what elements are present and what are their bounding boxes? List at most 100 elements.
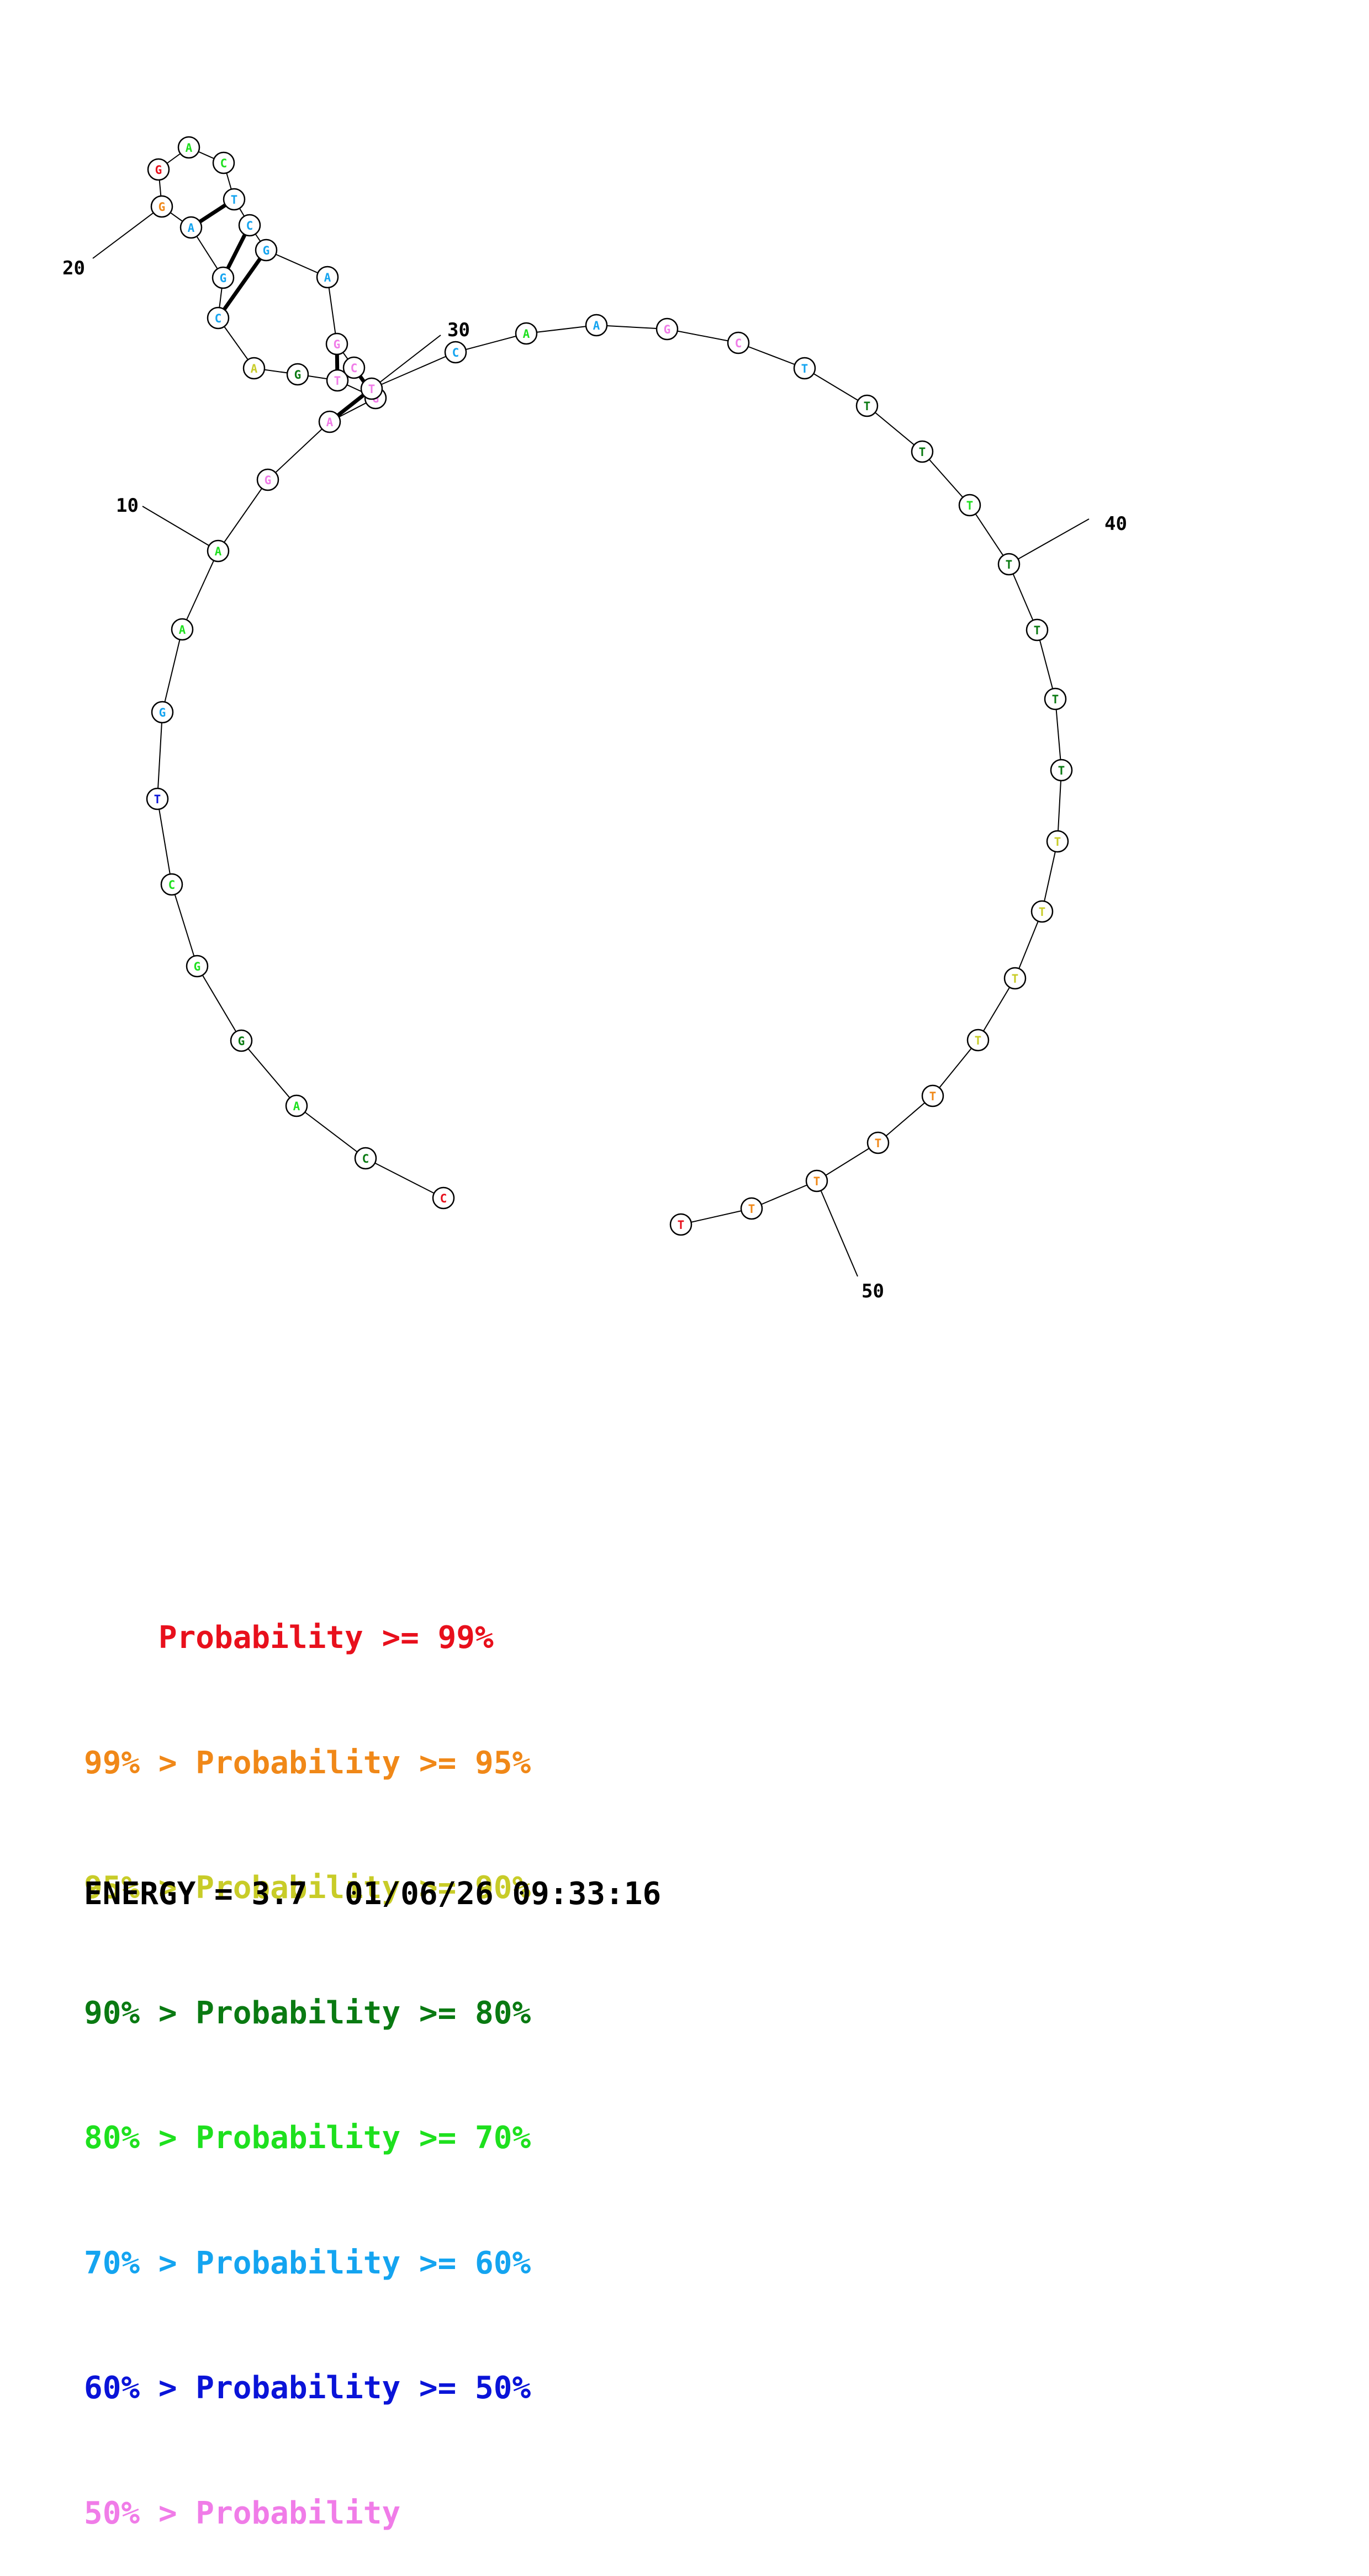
nucleotide-base: C	[351, 362, 358, 375]
position-tick-50	[817, 1181, 858, 1276]
nucleotide-21: G	[148, 159, 169, 180]
backbone-segment	[162, 629, 182, 712]
nucleotide-base: T	[334, 374, 341, 388]
nucleotide-17: C	[208, 308, 229, 328]
nucleotide-51: T	[741, 1198, 762, 1219]
nucleotide-46: T	[1005, 968, 1026, 989]
nucleotides: CCAGGCTGAAGAGTGACGAGGACTCGAGCTCAAGCTTTTT…	[147, 137, 1072, 1235]
nucleotide-base: G	[263, 244, 270, 257]
base-pair-line	[228, 235, 245, 268]
nucleotide-base: T	[1012, 972, 1019, 985]
backbone-segment	[366, 1158, 443, 1198]
nucleotide-base: G	[238, 1035, 245, 1048]
nucleotide-33: A	[586, 315, 607, 336]
nucleotide-base: A	[251, 362, 258, 375]
nucleotide-base: C	[246, 219, 253, 232]
nucleotide-44: T	[1047, 831, 1068, 852]
nucleotide-35: C	[728, 332, 749, 353]
legend-row: 99% > Probability >= 95%	[84, 1742, 531, 1784]
nucleotide-base: T	[813, 1175, 821, 1188]
nucleotide-3: A	[286, 1095, 307, 1116]
base-pair-line	[338, 395, 363, 415]
nucleotide-base: G	[265, 474, 272, 487]
nucleotide-base: G	[159, 706, 166, 719]
nucleotide-29: C	[343, 357, 364, 378]
base-pair-line	[200, 205, 225, 221]
legend-row: Probability >= 99%	[84, 1617, 531, 1659]
nucleotide-1: C	[433, 1188, 454, 1209]
backbone-segment	[218, 480, 268, 551]
nucleotide-base: C	[168, 878, 176, 892]
nucleotide-40: T	[998, 554, 1019, 575]
backbone-segment	[372, 352, 456, 389]
position-tick-10	[142, 506, 218, 551]
nucleotide-base: G	[664, 323, 671, 336]
nucleotide-42: T	[1045, 688, 1066, 709]
nucleotide-base: G	[334, 338, 341, 351]
nucleotide-base: T	[1039, 905, 1046, 919]
nucleotide-base: G	[158, 200, 166, 214]
nucleotide-15: G	[287, 364, 308, 385]
backbone-segment	[172, 884, 197, 966]
nucleotide-5: G	[187, 956, 208, 977]
legend-row: 70% > Probability >= 60%	[84, 2243, 531, 2285]
nucleotide-10: A	[208, 540, 229, 561]
nucleotide-38: T	[912, 441, 933, 462]
nucleotide-base: A	[523, 327, 530, 341]
nucleotide-base: A	[293, 1100, 300, 1113]
nucleotide-18: G	[213, 267, 234, 288]
nucleotide-base: G	[220, 272, 227, 285]
backbone-segment	[297, 1106, 366, 1158]
nucleotide-52: T	[670, 1214, 691, 1235]
nucleotide-32: A	[516, 323, 537, 344]
backbone-segment	[197, 966, 241, 1041]
nucleotide-31: C	[445, 342, 466, 363]
nucleotide-12: A	[319, 411, 340, 432]
nucleotide-43: T	[1051, 760, 1072, 781]
nucleotide-base: A	[186, 141, 193, 155]
nucleotide-30: T	[361, 378, 382, 399]
nucleotide-base: C	[440, 1192, 447, 1205]
nucleotide-base: T	[875, 1137, 882, 1150]
nucleotide-base: T	[966, 499, 974, 512]
nucleotide-39: T	[959, 495, 980, 516]
nucleotide-base: T	[1058, 764, 1065, 777]
nucleotide-base: T	[1054, 835, 1061, 849]
nucleotide-base: T	[864, 400, 871, 413]
nucleotide-9: A	[172, 619, 193, 640]
nucleotide-28: G	[326, 333, 347, 354]
nucleotide-base: T	[154, 793, 161, 806]
nucleotide-base: C	[362, 1152, 369, 1165]
nucleotide-45: T	[1032, 901, 1053, 922]
nucleotide-base: C	[215, 312, 222, 325]
position-tick-lines	[93, 206, 1089, 1276]
legend-row: 90% > Probability >= 80%	[84, 1992, 531, 2034]
energy-timestamp-line: ENERGY = 3.7 01/06/26 09:33:16	[84, 1876, 661, 1912]
nucleotide-base: T	[678, 1218, 685, 1232]
legend-row: 60% > Probability >= 50%	[84, 2367, 531, 2409]
nucleotide-37: T	[857, 395, 878, 416]
nucleotide-50: T	[806, 1170, 827, 1191]
position-label-50: 50	[861, 1280, 884, 1302]
nucleotide-base: T	[1052, 693, 1059, 706]
nucleotide-base: C	[452, 346, 459, 359]
nucleotide-23: C	[213, 152, 234, 173]
nucleotide-24: T	[224, 189, 245, 210]
position-label-30: 30	[447, 319, 470, 341]
nucleotide-base: A	[188, 221, 195, 235]
nucleotide-base: T	[919, 446, 926, 459]
probability-legend: Probability >= 99% 99% > Probability >= …	[84, 1534, 531, 2576]
nucleotide-base: T	[801, 362, 808, 375]
nucleotide-11: G	[257, 469, 278, 490]
position-labels: 10 20 30 40 50	[62, 257, 1127, 1302]
nucleotide-20: G	[151, 196, 172, 217]
nucleotide-base: G	[294, 368, 302, 381]
nucleotide-47: T	[968, 1030, 989, 1051]
nucleotide-base: A	[593, 319, 600, 332]
legend-row: 50% > Probability	[84, 2493, 531, 2535]
nucleotide-base: A	[179, 623, 186, 637]
nucleotide-base: A	[326, 416, 334, 429]
nucleotide-8: G	[152, 702, 173, 723]
nucleotide-base: A	[324, 271, 331, 284]
nucleotide-base: C	[220, 157, 228, 170]
